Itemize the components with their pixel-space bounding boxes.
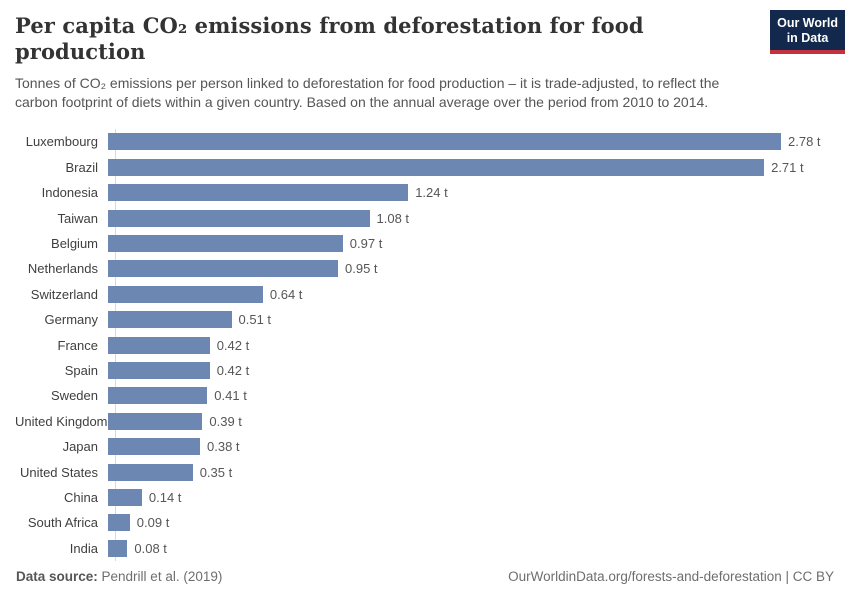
bar-zone: 1.24 t xyxy=(107,180,850,205)
chart-row: Sweden 0.41 t xyxy=(15,383,850,408)
value-label: 0.38 t xyxy=(207,439,240,455)
bar xyxy=(108,285,263,303)
country-label: South Africa xyxy=(27,515,98,531)
bar xyxy=(108,184,409,202)
value-label: 1.08 t xyxy=(376,210,410,226)
chart-row: India 0.08 t xyxy=(15,536,850,561)
country-label: United Kingdom xyxy=(15,413,108,429)
bar-zone: 0.08 t xyxy=(107,536,850,561)
chart-row: Taiwan 1.08 t xyxy=(15,205,850,230)
chart-row: Indonesia 1.24 t xyxy=(15,180,850,205)
owid-logo: Our World in Data xyxy=(770,10,845,54)
value-label: 0.95 t xyxy=(345,261,378,277)
bar xyxy=(108,514,130,532)
value-label: 0.14 t xyxy=(148,489,182,505)
bar xyxy=(108,361,210,379)
country-label: Netherlands xyxy=(27,261,98,277)
chart-row: Netherlands 0.95 t xyxy=(15,256,850,281)
bar xyxy=(108,539,128,557)
bar-zone: 0.51 t xyxy=(107,307,850,332)
value-label: 0.42 t xyxy=(216,362,250,378)
value-label: 2.71 t xyxy=(771,159,804,175)
country-label: France xyxy=(57,337,98,353)
bar-zone: 0.14 t xyxy=(107,485,850,510)
chart-row: Japan 0.38 t xyxy=(15,434,850,459)
bar xyxy=(108,387,208,405)
bar xyxy=(108,311,232,329)
bar-zone: 0.97 t xyxy=(107,231,850,256)
bar-zone: 1.08 t xyxy=(107,205,850,230)
bar xyxy=(108,235,343,252)
chart-row: Germany 0.51 t xyxy=(15,307,850,332)
value-label: 0.51 t xyxy=(238,312,272,328)
country-label: Japan xyxy=(62,439,98,455)
bar-zone: 0.41 t xyxy=(107,383,850,408)
page-title: Per capita CO₂ emissions from deforestat… xyxy=(15,13,644,65)
owid-logo-line2: in Data xyxy=(786,30,829,45)
value-label: 2.78 t xyxy=(788,134,821,150)
country-label: Belgium xyxy=(51,236,98,251)
chart-footer: Data source: Pendrill et al. (2019) OurW… xyxy=(16,569,834,584)
bar xyxy=(108,438,200,456)
chart-subtitle: Tonnes of CO₂ emissions per person linke… xyxy=(15,74,720,111)
value-label: 0.09 t xyxy=(136,515,170,531)
value-label: 0.64 t xyxy=(269,286,303,302)
chart-row: Switzerland 0.64 t xyxy=(15,282,850,307)
country-label: India xyxy=(69,540,98,556)
value-label: 0.35 t xyxy=(199,464,233,480)
bar-zone: 0.95 t xyxy=(107,256,850,281)
bar-zone: 0.39 t xyxy=(107,409,850,434)
value-label: 1.24 t xyxy=(415,185,448,201)
country-label: Luxembourg xyxy=(25,134,98,150)
bar-chart: Luxembourg 2.78 t Brazil 2.71 t Indonesi… xyxy=(15,129,850,561)
bar xyxy=(108,488,142,506)
data-source: Data source: Pendrill et al. (2019) xyxy=(16,569,222,584)
country-label: Taiwan xyxy=(57,210,98,226)
chart-row: Brazil 2.71 t xyxy=(15,155,850,180)
bar xyxy=(108,158,765,176)
chart-row: South Africa 0.09 t xyxy=(15,510,850,535)
bar xyxy=(108,209,370,227)
value-label: 0.39 t xyxy=(209,413,242,429)
bar xyxy=(108,412,203,430)
chart-row: Spain 0.42 t xyxy=(15,358,850,383)
country-label: Sweden xyxy=(51,388,98,404)
data-source-label: Data source: xyxy=(16,569,98,584)
country-label: Germany xyxy=(44,312,98,328)
bar-zone: 0.35 t xyxy=(107,459,850,484)
bar-zone: 2.78 t xyxy=(107,129,850,154)
footer-link: OurWorldinData.org/forests-and-deforesta… xyxy=(508,569,834,584)
value-label: 0.41 t xyxy=(214,388,247,404)
bar-zone: 2.71 t xyxy=(107,155,850,180)
chart-row: France 0.42 t xyxy=(15,332,850,357)
country-label: United States xyxy=(19,464,98,480)
value-label: 0.42 t xyxy=(216,337,250,353)
data-source-value: Pendrill et al. (2019) xyxy=(97,569,223,584)
bar xyxy=(108,133,781,151)
country-label: Spain xyxy=(64,362,98,378)
bar-zone: 0.38 t xyxy=(107,434,850,459)
bar xyxy=(108,336,210,354)
chart-row: Luxembourg 2.78 t xyxy=(15,129,850,154)
bar-zone: 0.64 t xyxy=(107,282,850,307)
country-label: China xyxy=(64,489,98,505)
value-label: 0.97 t xyxy=(349,236,383,251)
chart-row: China 0.14 t xyxy=(15,485,850,510)
chart-header: Per capita CO₂ emissions from deforestat… xyxy=(0,0,850,113)
chart-row: Belgium 0.97 t xyxy=(15,231,850,256)
country-label: Switzerland xyxy=(30,286,98,302)
owid-logo-line1: Our World xyxy=(777,16,838,30)
bar-zone: 0.09 t xyxy=(107,510,850,535)
country-label: Indonesia xyxy=(41,185,98,201)
bar-zone: 0.42 t xyxy=(107,332,850,357)
chart-row: United Kingdom 0.39 t xyxy=(15,409,850,434)
bar xyxy=(108,463,193,481)
bar xyxy=(108,260,338,278)
country-label: Brazil xyxy=(65,159,98,175)
value-label: 0.08 t xyxy=(134,540,167,556)
chart-row: United States 0.35 t xyxy=(15,459,850,484)
bar-zone: 0.42 t xyxy=(107,358,850,383)
